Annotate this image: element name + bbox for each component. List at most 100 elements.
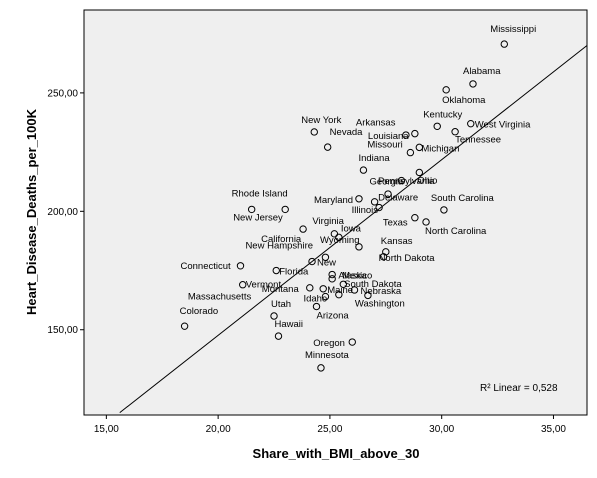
point-label: Nebraska	[361, 286, 402, 297]
x-axis-title: Share_with_BMI_above_30	[253, 446, 420, 461]
data-point	[319, 285, 327, 293]
data-point	[451, 128, 459, 136]
point-label: Illinois	[352, 205, 379, 216]
data-point	[442, 86, 450, 94]
point-label: Oklahoma	[442, 95, 486, 106]
point-label: Mexico	[342, 271, 372, 282]
data-point	[317, 364, 325, 372]
data-point	[339, 280, 348, 288]
data-point	[469, 80, 477, 88]
point-label: Missouri	[367, 140, 402, 151]
point-label: Mississippi	[490, 24, 536, 35]
data-point	[247, 205, 256, 214]
point-label: Utah	[271, 299, 291, 310]
point-label: New Jersey	[233, 212, 283, 223]
point-label: California	[261, 234, 302, 245]
data-point	[500, 40, 508, 48]
point-label: Oregon	[313, 338, 345, 349]
y-tick-label: 250,00	[47, 88, 78, 99]
data-point	[422, 218, 430, 226]
data-point	[335, 233, 343, 242]
point-label: Georgia	[369, 177, 404, 188]
data-point	[335, 290, 343, 299]
data-point	[411, 214, 419, 222]
data-point	[467, 119, 475, 128]
x-tick-label: 30,00	[429, 424, 454, 435]
data-point	[379, 253, 388, 261]
point-label: Minnesota	[305, 350, 350, 361]
point-label: Alaska	[338, 270, 367, 281]
point-label: Massachusetts	[188, 292, 252, 303]
point-label: Washington	[355, 298, 405, 309]
point-label: Delaware	[378, 193, 418, 204]
point-label: Kansas	[381, 236, 413, 247]
data-point	[306, 284, 314, 292]
point-label: Arizona	[316, 311, 349, 322]
point-label: Ohio	[417, 175, 437, 186]
data-point	[328, 275, 336, 283]
point-label: Hawaii	[274, 319, 303, 330]
fit-line	[119, 45, 588, 414]
data-point	[402, 131, 410, 139]
data-point	[359, 166, 368, 174]
data-point	[308, 257, 316, 266]
point-label: Indiana	[358, 153, 390, 164]
point-label: Pennsylvania	[378, 176, 435, 187]
points-layer	[180, 40, 508, 372]
point-labels-layer: Mississippi Alabama Oklahoma Kentucky West V…	[180, 24, 537, 361]
data-point	[321, 253, 330, 261]
data-point	[348, 338, 356, 346]
point-label: Iowa	[341, 223, 362, 234]
point-label: Idaho	[303, 294, 327, 305]
data-point	[411, 129, 419, 138]
data-point	[382, 248, 390, 256]
point-label: Louisiana	[368, 131, 409, 142]
point-label: Connecticut	[180, 261, 231, 272]
data-point	[364, 291, 372, 300]
x-tick-label: 20,00	[206, 424, 231, 435]
point-label: Arkansas	[356, 118, 396, 129]
data-point	[274, 332, 283, 340]
point-label: Michigan	[421, 143, 459, 154]
data-point	[281, 205, 289, 214]
point-label: New York	[301, 115, 341, 126]
data-point	[415, 143, 424, 152]
data-point	[310, 128, 318, 136]
data-point	[270, 312, 278, 320]
r-squared-annotation: R² Linear = 0,528	[480, 383, 558, 394]
point-label: West Virginia	[475, 120, 531, 131]
point-label: Alabama	[463, 66, 501, 77]
x-tick-label: 15,00	[94, 424, 119, 435]
point-label: Texas	[383, 218, 408, 229]
plot-area	[83, 9, 588, 416]
point-label: Montana	[262, 284, 300, 295]
point-label: South Dakota	[344, 279, 402, 290]
point-label: New Hampshire	[245, 240, 313, 251]
point-label: North Carolina	[425, 226, 487, 237]
data-point	[397, 176, 406, 185]
data-point	[180, 322, 189, 330]
data-point	[330, 230, 339, 238]
point-label: Rhode Island	[232, 188, 288, 199]
fit-line-layer	[119, 45, 588, 414]
y-axis-title: Heart_Disease_Deaths_per_100K	[24, 108, 39, 315]
data-point	[323, 143, 332, 151]
point-label: Florida	[279, 267, 309, 278]
point-label: Wyoming	[320, 235, 360, 246]
data-point	[415, 168, 424, 177]
y-tick-label: 150,00	[47, 325, 78, 336]
x-axis: 15,00 20,00 25,00 30,00 35,00	[94, 415, 566, 435]
point-label: Maryland	[314, 195, 353, 206]
point-label: South Carolina	[431, 193, 495, 204]
data-point	[375, 203, 383, 212]
point-label: Kentucky	[423, 109, 462, 120]
y-tick-label: 200,00	[47, 207, 78, 218]
point-label: Tennessee	[455, 135, 501, 146]
data-point	[328, 270, 336, 279]
point-label: North Dakota	[379, 253, 436, 264]
point-label: Maine	[327, 285, 353, 296]
data-point	[355, 243, 363, 251]
data-point	[384, 190, 392, 198]
y-axis: 150,00 200,00 250,00	[47, 88, 84, 336]
